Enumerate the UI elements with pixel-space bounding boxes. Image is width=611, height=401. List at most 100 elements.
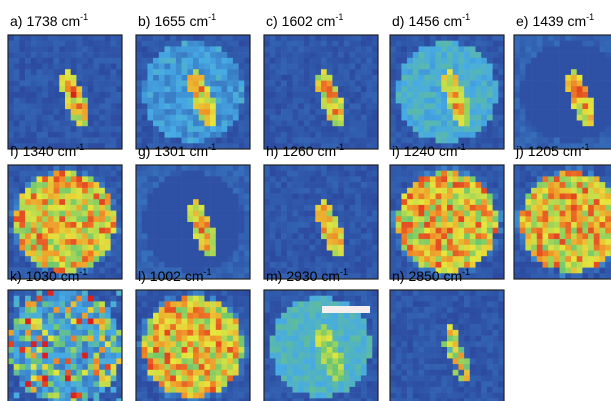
pixel: [176, 233, 182, 239]
pixel: [470, 75, 476, 81]
pixel: [31, 376, 37, 382]
pixel: [344, 115, 350, 121]
pixel: [355, 132, 361, 138]
pixel: [65, 182, 71, 188]
pixel: [270, 262, 276, 268]
pixel: [419, 199, 425, 205]
pixel: [88, 176, 94, 182]
pixel: [447, 52, 453, 58]
pixel: [25, 381, 31, 387]
pixel: [147, 290, 153, 296]
pixel: [105, 393, 111, 399]
pixel: [338, 211, 344, 217]
pixel: [165, 222, 171, 228]
pixel: [514, 211, 520, 217]
pixel: [204, 341, 210, 347]
pixel: [293, 64, 299, 70]
pixel: [298, 194, 304, 200]
pixel: [222, 290, 228, 296]
pixel: [594, 194, 600, 200]
panel-exponent: -1: [586, 12, 594, 22]
pixel: [287, 194, 293, 200]
pixel: [76, 211, 82, 217]
pixel: [210, 194, 216, 200]
pixel: [315, 103, 321, 109]
pixel: [99, 75, 105, 81]
panel-wavenumber: 1738 cm: [26, 13, 80, 29]
pixel: [361, 313, 367, 319]
pixel: [554, 251, 560, 257]
pixel: [298, 256, 304, 262]
pixel: [327, 319, 333, 325]
pixel: [270, 301, 276, 307]
pixel: [310, 233, 316, 239]
pixel: [600, 115, 606, 121]
pixel: [54, 176, 60, 182]
pixel: [447, 41, 453, 47]
pixel: [204, 165, 210, 171]
pixel: [481, 75, 487, 81]
pixel: [310, 75, 316, 81]
pixel: [99, 222, 105, 228]
pixel: [594, 182, 600, 188]
pixel: [71, 103, 77, 109]
pixel: [600, 86, 606, 92]
pixel: [565, 245, 571, 251]
pixel: [199, 256, 205, 262]
pixel: [42, 256, 48, 262]
pixel: [396, 109, 402, 115]
pixel: [99, 268, 105, 274]
pixel: [165, 176, 171, 182]
pixel: [94, 239, 100, 245]
pixel: [275, 188, 281, 194]
pixel: [227, 353, 233, 359]
pixel: [136, 194, 142, 200]
pixel: [565, 92, 571, 98]
pixel: [287, 216, 293, 222]
pixel: [233, 324, 239, 330]
pixel: [65, 290, 71, 296]
pixel: [65, 171, 71, 177]
pixel: [487, 46, 493, 52]
raman-map: [136, 35, 250, 149]
pixel: [71, 313, 77, 319]
pixel: [8, 199, 14, 205]
pixel: [487, 41, 493, 47]
pixel: [310, 171, 316, 177]
pixel: [390, 211, 396, 217]
pixel: [147, 35, 153, 41]
pixel: [424, 69, 430, 75]
pixel: [531, 103, 537, 109]
pixel: [548, 239, 554, 245]
pixel: [298, 205, 304, 211]
pixel: [424, 176, 430, 182]
pixel: [37, 393, 43, 399]
pixel: [419, 228, 425, 234]
pixel: [54, 211, 60, 217]
pixel: [436, 103, 442, 109]
pixel: [304, 64, 310, 70]
pixel: [600, 268, 606, 274]
pixel: [571, 262, 577, 268]
pixel: [560, 69, 566, 75]
pixel: [170, 199, 176, 205]
pixel: [594, 46, 600, 52]
pixel: [37, 182, 43, 188]
pixel: [153, 353, 159, 359]
pixel: [493, 46, 499, 52]
pixel: [436, 194, 442, 200]
pixel: [210, 188, 216, 194]
raman-map: [264, 165, 378, 279]
pixel: [332, 182, 338, 188]
pixel: [571, 69, 577, 75]
pixel: [216, 81, 222, 87]
pixel: [222, 330, 228, 336]
pixel: [424, 251, 430, 257]
pixel: [537, 245, 543, 251]
pixel: [142, 228, 148, 234]
pixel: [458, 211, 464, 217]
pixel: [147, 199, 153, 205]
panel-wavenumber: 1030 cm: [26, 268, 80, 284]
pixel: [94, 296, 100, 302]
pixel: [222, 138, 228, 144]
